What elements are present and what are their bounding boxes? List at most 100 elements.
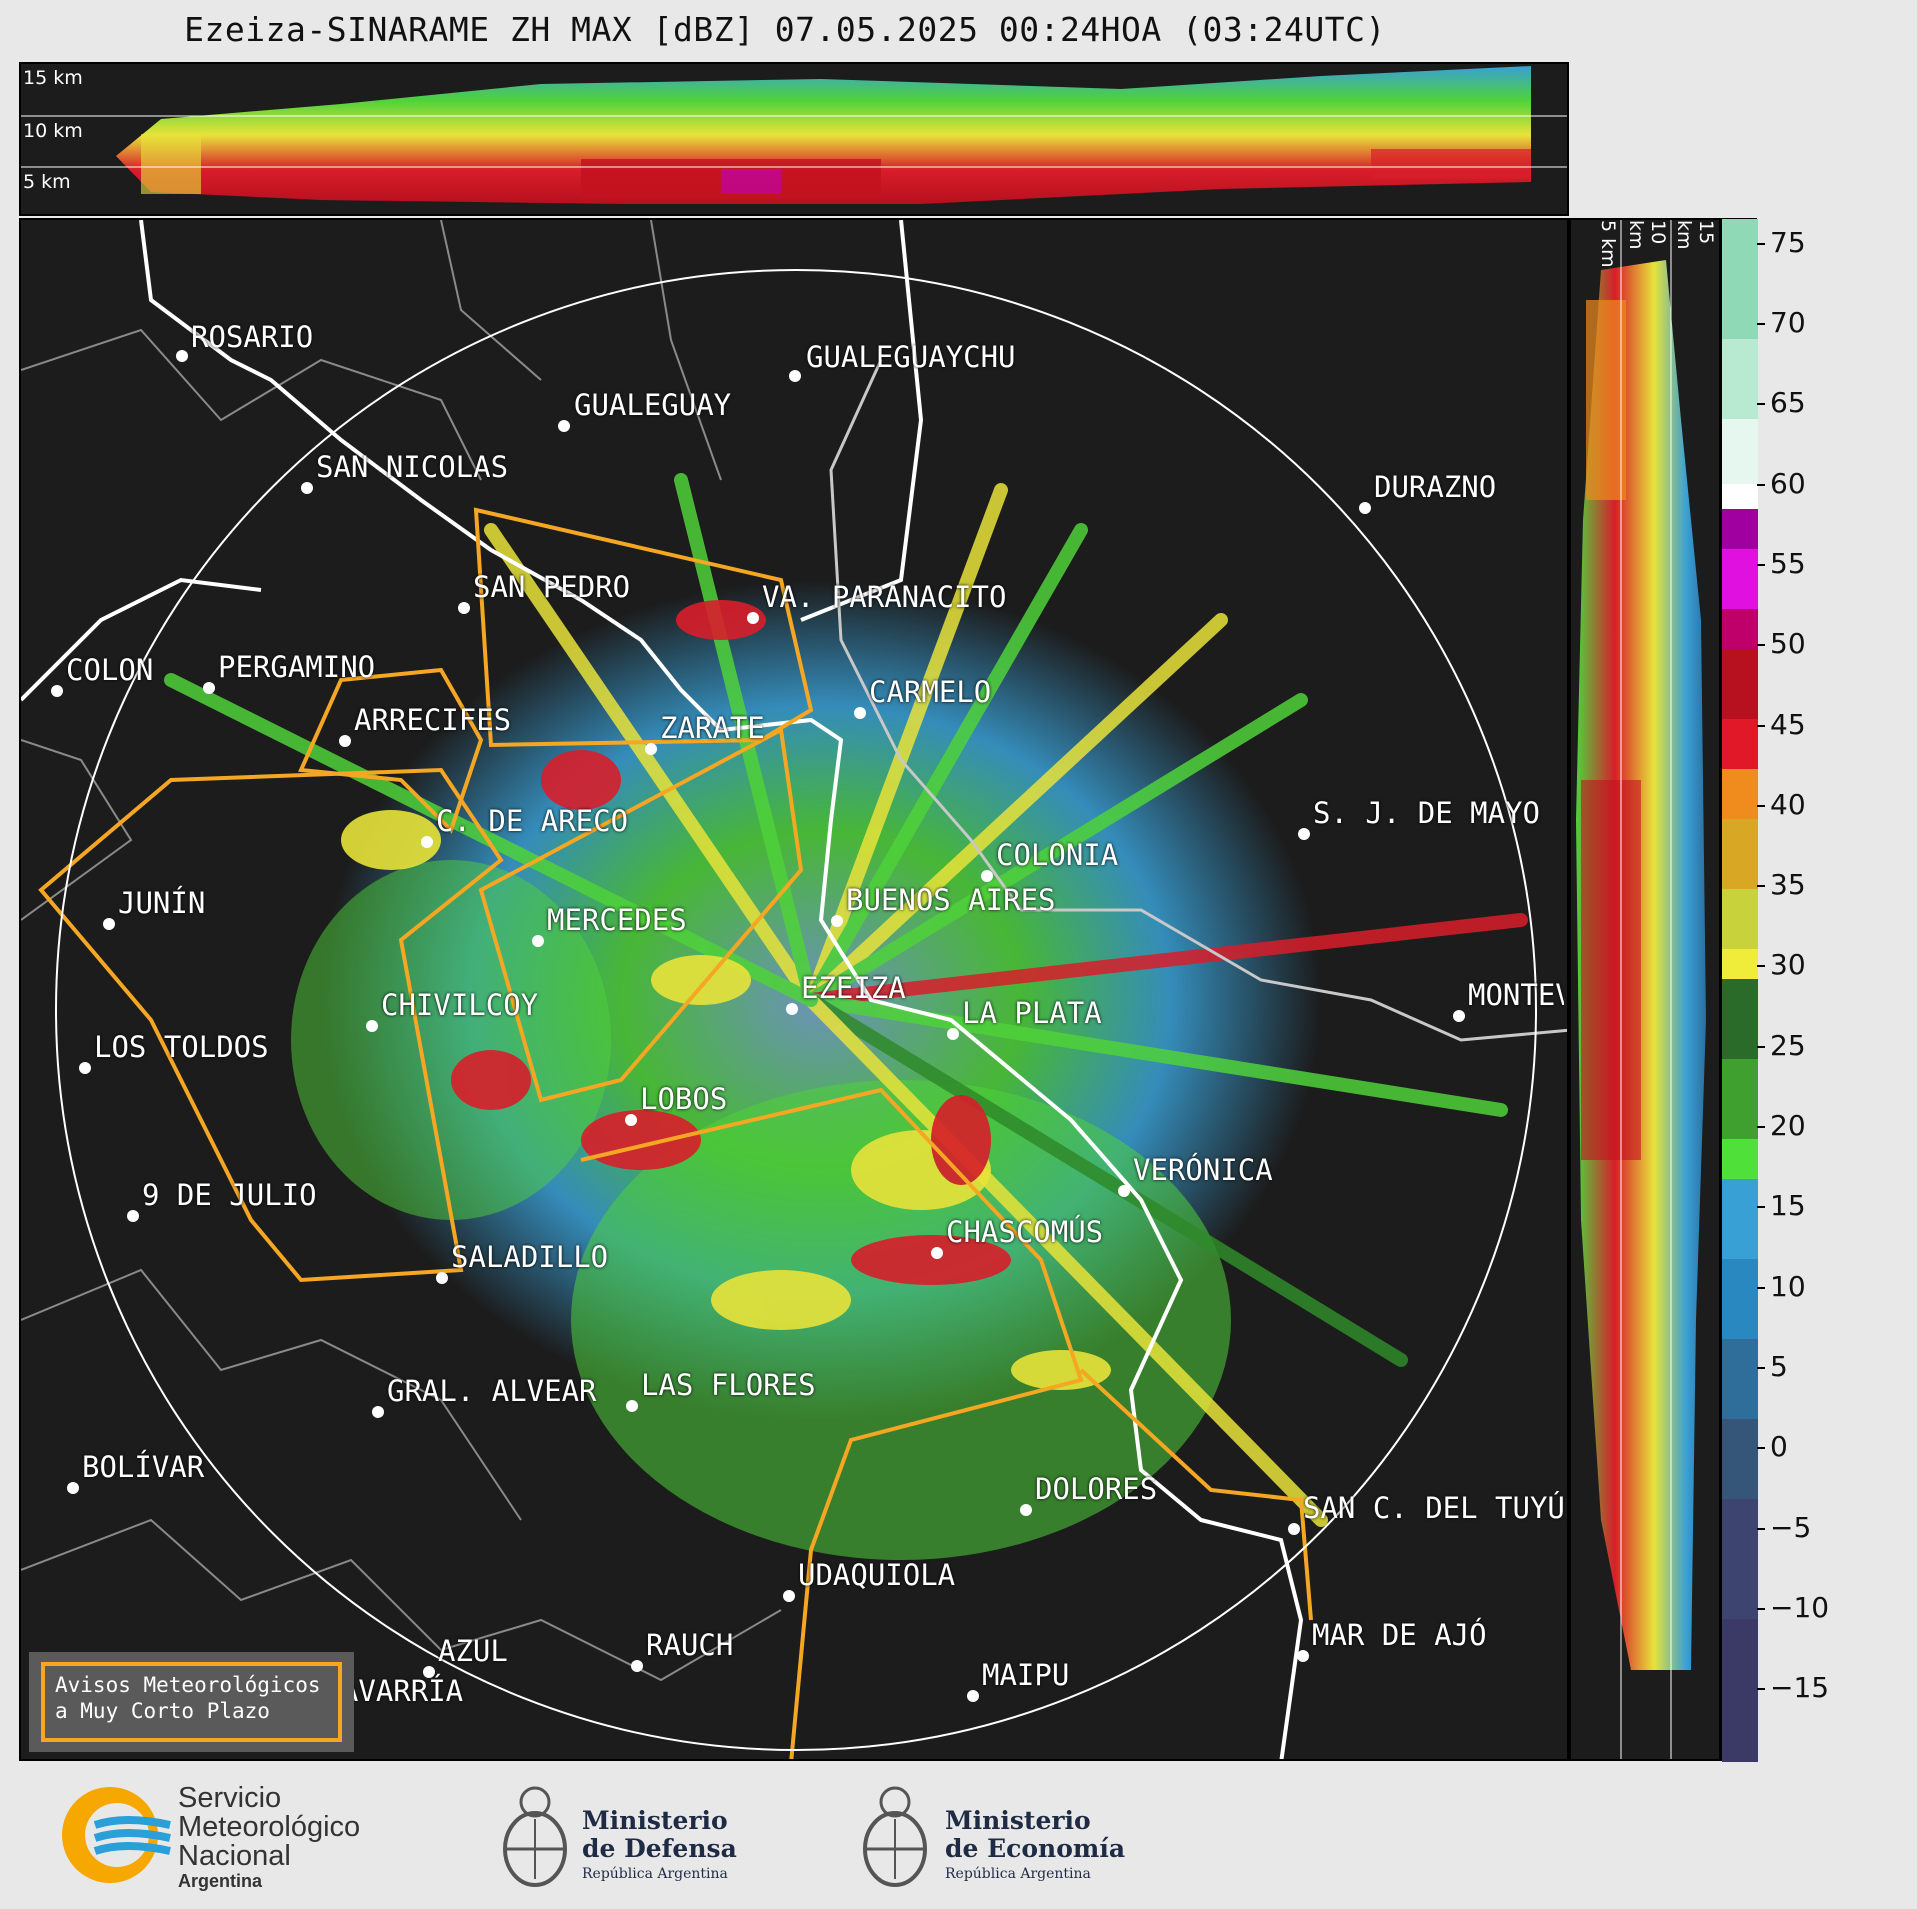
city-label-lobos: LOBOS bbox=[640, 1082, 728, 1116]
economia-logo-line1: Ministerio bbox=[945, 1806, 1091, 1835]
colorbar-tick bbox=[1757, 403, 1765, 405]
city-dot bbox=[645, 743, 657, 755]
colorbar-tick bbox=[1757, 644, 1765, 646]
city-label-buenos-aires: BUENOS AIRES bbox=[846, 883, 1056, 917]
warning-legend-line1: Avisos Meteorológicos bbox=[55, 1673, 321, 1697]
colorbar-label-5: 5 bbox=[1770, 1350, 1788, 1383]
right-alt-label-10: 10 km bbox=[1625, 220, 1669, 250]
colorbar-label-65: 65 bbox=[1770, 386, 1806, 419]
city-label-san-pedro: SAN PEDRO bbox=[473, 570, 631, 604]
city-dot bbox=[103, 918, 115, 930]
storm-cells bbox=[341, 600, 1111, 1390]
city-dot bbox=[981, 870, 993, 882]
city-dot bbox=[1118, 1185, 1130, 1197]
right-alt-label-15: 15 km bbox=[1673, 220, 1717, 250]
city-label-va-paranacito: VA. PARANACITO bbox=[762, 580, 1007, 614]
city-label-saladillo: SALADILLO bbox=[451, 1240, 609, 1274]
radar-site-dot bbox=[786, 1003, 798, 1015]
city-label-9-de-julio: 9 DE JULIO bbox=[142, 1178, 317, 1212]
city-dot bbox=[1298, 828, 1310, 840]
colorbar-label-0: 0 bbox=[1770, 1430, 1788, 1463]
city-dot bbox=[967, 1690, 979, 1702]
city-dot bbox=[421, 836, 433, 848]
colorbar-tick bbox=[1757, 1447, 1765, 1449]
colorbar-tick bbox=[1757, 1287, 1765, 1289]
city-label-rosario: ROSARIO bbox=[191, 320, 314, 354]
colorbar-label-75: 75 bbox=[1770, 226, 1806, 259]
top-cross-section-panel: 15 km 10 km 5 km bbox=[19, 62, 1569, 216]
range-ring bbox=[55, 269, 1537, 1751]
colorbar-tick bbox=[1757, 1367, 1765, 1369]
city-dot bbox=[436, 1272, 448, 1284]
city-label-sj-de-mayo: S. J. DE MAYO bbox=[1313, 796, 1540, 830]
colorbar-tick bbox=[1757, 243, 1765, 245]
city-dot bbox=[1359, 502, 1371, 514]
argentina-coat-of-arms-icon bbox=[863, 1786, 927, 1887]
right-cross-section-echoes bbox=[1576, 220, 1706, 1759]
city-label-zarate: ZARATE bbox=[660, 711, 765, 745]
warning-polygon-west bbox=[38, 767, 504, 1283]
city-dot bbox=[423, 1666, 435, 1678]
city-label-carmelo: CARMELO bbox=[869, 675, 992, 709]
colorbar-tick bbox=[1757, 1046, 1765, 1048]
city-label-rauch: RAUCH bbox=[646, 1628, 734, 1662]
colorbar-tick bbox=[1757, 885, 1765, 887]
warning-legend: Avisos Meteorológicos a Muy Corto Plazo bbox=[29, 1652, 354, 1752]
top-cross-section-echoes bbox=[21, 66, 1567, 204]
colorbar-tick bbox=[1757, 1528, 1765, 1530]
chart-title: Ezeiza-SINARAME ZH MAX [dBZ] 07.05.2025 … bbox=[184, 10, 1386, 49]
radar-map[interactable]: ROSARIO GUALEGUAYCHU GUALEGUAY SAN NICOL… bbox=[19, 218, 1569, 1761]
smn-logo-line1: Servicio bbox=[178, 1782, 282, 1814]
city-dot bbox=[1020, 1504, 1032, 1516]
city-dot bbox=[203, 682, 215, 694]
city-dot bbox=[631, 1660, 643, 1672]
defensa-logo-line2: de Defensa bbox=[582, 1834, 737, 1863]
city-label-san-nicolas: SAN NICOLAS bbox=[316, 450, 509, 484]
top-alt-label-5: 5 km bbox=[23, 171, 71, 193]
city-label-mercedes: MERCEDES bbox=[547, 903, 687, 937]
city-dot bbox=[51, 685, 63, 697]
smn-logo-line3: Nacional bbox=[178, 1840, 291, 1872]
smn-logo-line4: Argentina bbox=[178, 1871, 263, 1891]
colorbar-label-minus5: −5 bbox=[1770, 1511, 1812, 1544]
city-label-la-plata: LA PLATA bbox=[962, 996, 1102, 1030]
city-dot bbox=[176, 350, 188, 362]
city-label-colon: COLON bbox=[66, 653, 154, 687]
coastline bbox=[21, 220, 1304, 1759]
city-label-san-c-del-tuyu: SAN C. DEL TUYÚ bbox=[1303, 1491, 1565, 1525]
colorbar-tick bbox=[1757, 725, 1765, 727]
argentina-coat-of-arms-icon bbox=[503, 1786, 567, 1887]
city-label-mar-de-ajo: MAR DE AJÓ bbox=[1312, 1618, 1487, 1652]
economia-logo-line2: de Economía bbox=[945, 1834, 1126, 1863]
colorbar-label-20: 20 bbox=[1770, 1109, 1806, 1142]
warning-polygon-south bbox=[580, 1087, 1084, 1759]
city-label-chascomus: CHASCOMÚS bbox=[946, 1215, 1104, 1249]
colorbar-label-30: 30 bbox=[1770, 948, 1806, 981]
city-dot bbox=[831, 915, 843, 927]
city-dot bbox=[626, 1400, 638, 1412]
colorbar-label-minus10: −10 bbox=[1770, 1591, 1830, 1624]
colorbar-label-10: 10 bbox=[1770, 1270, 1806, 1303]
city-label-arrecifes: ARRECIFES bbox=[354, 703, 512, 737]
city-dot bbox=[366, 1020, 378, 1032]
warning-legend-frame: Avisos Meteorológicos a Muy Corto Plazo bbox=[41, 1662, 342, 1742]
echo-region-south bbox=[571, 1080, 1231, 1560]
top-alt-label-15: 15 km bbox=[23, 67, 83, 89]
city-label-pergamino: PERGAMINO bbox=[218, 650, 376, 684]
colorbar-label-50: 50 bbox=[1770, 627, 1806, 660]
colorbar-label-35: 35 bbox=[1770, 868, 1806, 901]
city-label-ezeiza: EZEIZA bbox=[801, 971, 906, 1005]
city-label-maipu: MAIPU bbox=[982, 1658, 1070, 1692]
colorbar-label-15: 15 bbox=[1770, 1189, 1806, 1222]
city-dot bbox=[127, 1210, 139, 1222]
colorbar-label-25: 25 bbox=[1770, 1029, 1806, 1062]
warning-polygons bbox=[38, 507, 1313, 1759]
city-dot bbox=[372, 1406, 384, 1418]
colorbar-label-40: 40 bbox=[1770, 788, 1806, 821]
city-dot bbox=[625, 1114, 637, 1126]
defensa-logo-line1: Ministerio bbox=[582, 1806, 728, 1835]
city-dot bbox=[947, 1028, 959, 1040]
smn-logo-line2: Meteorológico bbox=[178, 1811, 361, 1843]
economia-logo-line3: República Argentina bbox=[945, 1866, 1091, 1882]
right-alt-label-5: 5 km bbox=[1597, 220, 1619, 268]
